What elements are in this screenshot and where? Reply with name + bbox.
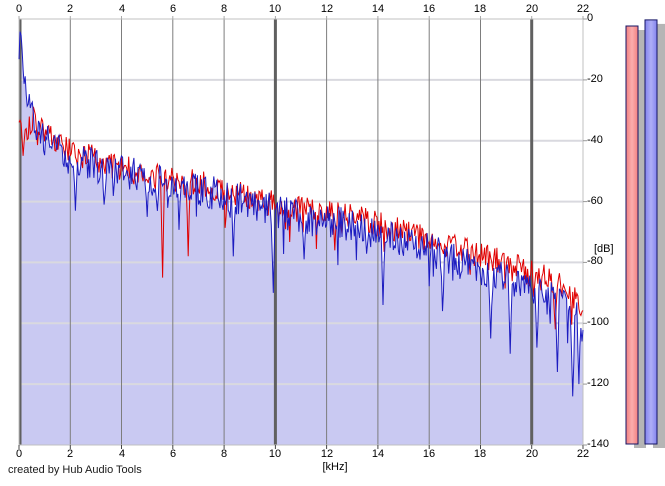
x-axis-tick-label-bottom: 18: [473, 448, 487, 460]
x-axis-tick-label-top: 16: [422, 3, 436, 15]
x-axis-tick-label-top: 2: [66, 3, 74, 15]
x-axis-tick-label-bottom: 14: [371, 448, 385, 460]
y-axis-tick-label: -40: [587, 134, 603, 146]
y-axis-tick-label: -60: [587, 195, 603, 207]
spectrum-fill-area: [19, 31, 583, 445]
x-axis-tick-label-bottom: 16: [422, 448, 436, 460]
y-axis-tick-label: -80: [587, 255, 603, 267]
x-axis-tick-label-bottom: 0: [15, 448, 23, 460]
x-axis-tick-label-top: 18: [473, 3, 487, 15]
x-axis-tick-label-top: 8: [220, 3, 228, 15]
x-axis-tick-label-bottom: 8: [220, 448, 228, 460]
spectrum-trace-red: [18, 106, 584, 330]
x-axis-tick-label-top: 4: [118, 3, 126, 15]
y-axis-tick-label: 0: [587, 12, 594, 24]
x-axis-tick-label-bottom: 4: [118, 448, 126, 460]
spectrum-trace-blue: [18, 31, 584, 397]
credit-text: created by Hub Audio Tools: [8, 464, 142, 476]
x-axis-tick-label-top: 6: [169, 3, 177, 15]
x-axis-tick-label-top: 20: [525, 3, 539, 15]
x-axis-tick-label-bottom: 2: [66, 448, 74, 460]
x-axis-tick-label-top: 22: [576, 3, 590, 15]
x-axis-tick-label-top: 12: [320, 3, 334, 15]
meter-bar-red: [625, 25, 639, 445]
meter-bar-blue: [644, 19, 658, 445]
x-axis-tick-label-bottom: 22: [576, 448, 590, 460]
y-axis-tick-label: -100: [587, 316, 610, 328]
y-axis-tick-label: -20: [587, 73, 603, 85]
x-axis-tick-label-top: 14: [371, 3, 385, 15]
x-axis-tick-label-top: 10: [268, 3, 282, 15]
x-axis-tick-label-bottom: 20: [525, 448, 539, 460]
y-axis-tick-label: -120: [587, 377, 610, 389]
y-axis-tick-label: -140: [587, 438, 610, 450]
x-axis-tick-label-bottom: 10: [268, 448, 282, 460]
x-axis-tick-label-bottom: 12: [320, 448, 334, 460]
y-axis-unit-label: [dB]: [594, 243, 614, 255]
x-axis-tick-label-bottom: 6: [169, 448, 177, 460]
x-axis-unit-label: [kHz]: [322, 461, 348, 473]
plot-border: [18, 18, 584, 446]
x-axis-tick-label-top: 0: [15, 3, 23, 15]
